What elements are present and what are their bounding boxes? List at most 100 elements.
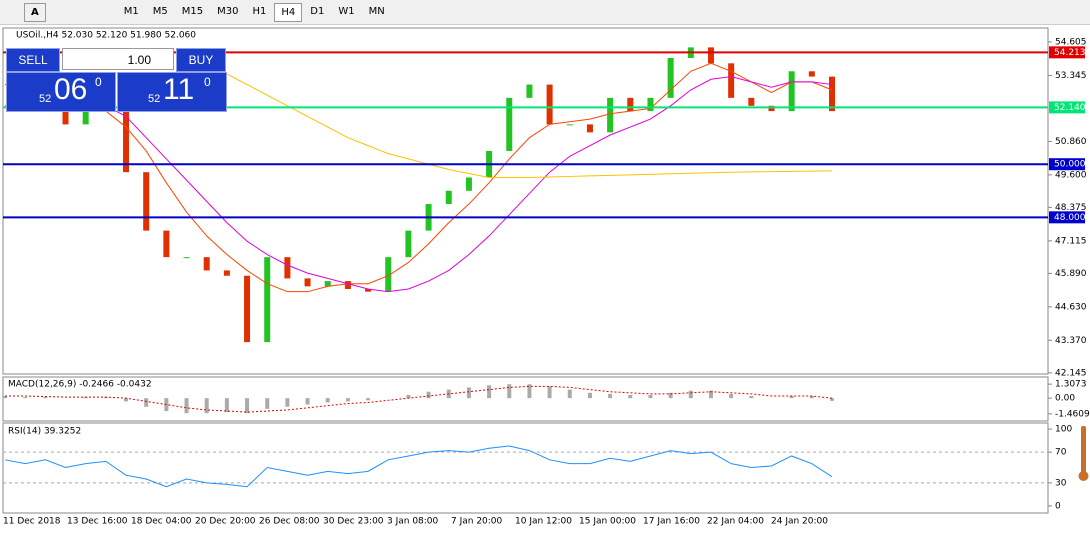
sell-big: 52 xyxy=(39,93,52,105)
x-tick-label: 20 Dec 20:00 xyxy=(195,517,256,527)
timeframe-button[interactable]: M5 xyxy=(152,5,168,17)
candle xyxy=(748,97,755,106)
timeframe-button[interactable]: MN xyxy=(368,5,385,17)
candle xyxy=(324,281,331,287)
level-label-box xyxy=(1049,46,1085,59)
y-tick-label: 45.890 xyxy=(1055,269,1087,279)
level-label-box xyxy=(1049,158,1085,171)
y-tick-label: 53.345 xyxy=(1055,71,1087,81)
x-tick-label: 15 Jan 00:00 xyxy=(579,517,636,527)
timeframe-button[interactable]: H4 xyxy=(274,2,303,22)
candle xyxy=(728,63,735,98)
level-label-box xyxy=(1049,211,1085,224)
x-tick-label: 18 Dec 04:00 xyxy=(131,517,192,527)
timeframe-button[interactable]: M15 xyxy=(181,5,204,17)
y-tick-label: 42.145 xyxy=(1055,368,1087,378)
candle xyxy=(82,105,89,125)
timeframe-button[interactable]: M1 xyxy=(123,5,139,17)
candle xyxy=(607,97,614,133)
timeframe-button[interactable]: D1 xyxy=(310,5,325,17)
candle xyxy=(163,230,170,258)
rsi-header: RSI(14) 39.3252 xyxy=(8,427,81,437)
timeframe-button[interactable]: H1 xyxy=(252,5,267,17)
moving-average xyxy=(4,76,833,293)
level-label: 52.140 xyxy=(1054,103,1086,113)
candle xyxy=(183,257,190,259)
x-tick-label: 24 Jan 20:00 xyxy=(771,517,828,527)
level-label: 48.000 xyxy=(1054,213,1086,223)
candle xyxy=(284,257,291,279)
candle xyxy=(264,257,271,343)
x-tick-label: 22 Jan 04:00 xyxy=(707,517,764,527)
y-tick-label: 43.370 xyxy=(1055,336,1087,346)
candle xyxy=(526,84,533,98)
level-label-box xyxy=(1049,101,1085,114)
sell-pips: 06 xyxy=(54,73,88,106)
trade-panel: SELL 1.00 BUY 52 06 0 52 11 0 xyxy=(6,46,227,112)
candle xyxy=(445,190,452,205)
candle xyxy=(788,71,795,112)
level-label: 50.000 xyxy=(1054,160,1086,170)
candle xyxy=(829,76,835,112)
font-button[interactable]: A xyxy=(24,2,46,22)
rsi-line xyxy=(4,445,833,488)
toolbar: A M1 M5 M15 M30 H1 H4 D1 W1 MN xyxy=(0,0,1090,25)
x-tick-label: 11 Dec 2018 xyxy=(3,517,61,527)
candle xyxy=(808,71,815,77)
x-tick-label: 30 Dec 23:00 xyxy=(323,517,384,527)
sell-price[interactable]: 52 06 0 xyxy=(6,72,116,112)
candle xyxy=(344,281,351,290)
candle xyxy=(385,257,392,292)
candle xyxy=(707,47,714,64)
y-tick-label: 48.375 xyxy=(1055,203,1087,213)
y-tick-label: 1.3073 xyxy=(1055,380,1087,390)
y-tick-label: 0.00 xyxy=(1055,394,1075,404)
timeframes: M1 M5 M15 M30 H1 H4 D1 W1 MN xyxy=(117,2,392,22)
moving-average xyxy=(206,62,833,178)
y-tick-label: 44.630 xyxy=(1055,302,1087,312)
sell-button[interactable]: SELL xyxy=(6,48,60,72)
sell-sup: 0 xyxy=(95,75,102,89)
macd-header: MACD(12,26,9) -0.2466 -0.0432 xyxy=(8,380,152,390)
buy-big: 52 xyxy=(148,93,161,105)
buy-pips: 11 xyxy=(163,73,195,106)
y-tick-label: 54.605 xyxy=(1055,37,1087,47)
candle xyxy=(768,105,775,112)
candle xyxy=(244,275,251,343)
timeframe-button[interactable]: M30 xyxy=(217,5,239,17)
candle xyxy=(627,97,634,112)
x-tick-label: 26 Dec 08:00 xyxy=(259,517,320,527)
candle xyxy=(586,124,593,133)
x-tick-label: 3 Jan 08:00 xyxy=(387,517,439,527)
y-tick-label: 0 xyxy=(1055,501,1061,511)
buy-button[interactable]: BUY xyxy=(176,48,226,72)
rsi-panel xyxy=(2,422,1049,514)
x-tick-label: 10 Jan 12:00 xyxy=(515,517,572,527)
candle xyxy=(143,172,150,231)
candle xyxy=(566,124,573,126)
candle xyxy=(62,103,69,125)
candle xyxy=(365,289,372,292)
level-label: 54.213 xyxy=(1054,48,1086,58)
y-tick-label: 47.115 xyxy=(1055,236,1087,246)
x-tick-label: 17 Jan 16:00 xyxy=(643,517,700,527)
y-tick-label: 49.600 xyxy=(1055,170,1087,180)
thermometer xyxy=(1078,426,1089,481)
y-tick-label: 30 xyxy=(1055,478,1067,488)
timeframe-button[interactable]: W1 xyxy=(338,5,355,17)
y-tick-label: 70 xyxy=(1055,448,1067,458)
volume-input[interactable]: 1.00 xyxy=(62,48,174,70)
candle xyxy=(506,97,513,151)
candle xyxy=(647,97,654,112)
candle xyxy=(667,58,674,98)
buy-sup: 0 xyxy=(204,75,211,89)
candle xyxy=(203,257,210,271)
y-tick-label: -1.4609 xyxy=(1055,409,1090,419)
candle xyxy=(223,270,230,276)
macd-panel xyxy=(2,376,1049,422)
candle xyxy=(465,177,472,191)
candle xyxy=(405,230,412,258)
buy-price[interactable]: 52 11 0 xyxy=(117,72,227,112)
candle xyxy=(304,278,311,287)
